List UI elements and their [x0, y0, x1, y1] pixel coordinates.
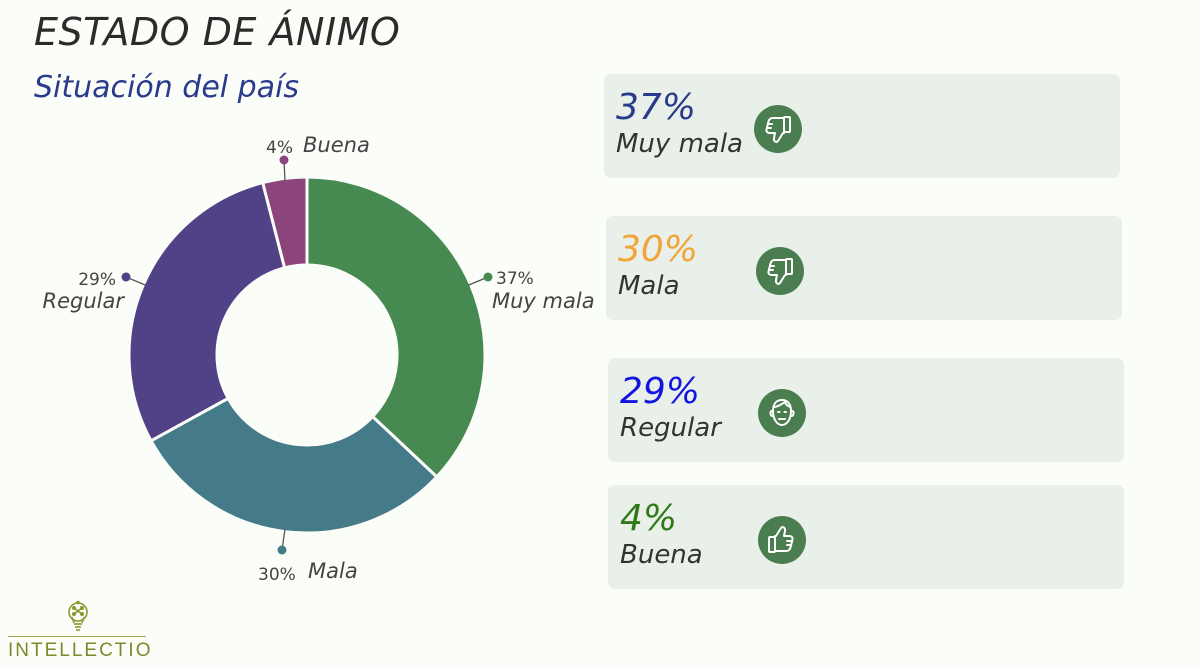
- stat-card-percent: 30%: [618, 229, 699, 270]
- leader-marker-regular: [121, 272, 131, 282]
- data-label-buena: 4%: [266, 138, 293, 158]
- data-label-regular: 29%: [78, 270, 116, 290]
- data-label-muy-mala: 37%: [496, 269, 534, 289]
- leader-marker-muy-mala: [483, 272, 493, 282]
- donut-slice-regular: [127, 180, 287, 443]
- stat-card-percent: 29%: [620, 371, 701, 412]
- neutral-face-icon: [758, 389, 806, 437]
- stat-card-label: Regular: [620, 413, 721, 443]
- thumbs-down-icon: [756, 247, 804, 295]
- stat-card-percent: 37%: [616, 87, 697, 128]
- stat-card-regular: 29% Regular: [608, 358, 1124, 462]
- intellectio-logo: INTELLECTIO: [8, 598, 153, 668]
- chart-subtitle: Situación del país: [34, 70, 300, 105]
- logo-divider: [8, 636, 146, 637]
- logo-text: INTELLECTIO: [8, 640, 153, 661]
- stat-card-label: Buena: [620, 540, 703, 570]
- lightbulb-network-icon: [68, 600, 88, 631]
- category-label-regular: Regular: [43, 289, 126, 313]
- stat-card-mala: 30% Mala: [606, 216, 1122, 320]
- stat-card-label: Muy mala: [616, 129, 743, 159]
- stat-card-muy-mala: 37% Muy mala: [604, 74, 1120, 178]
- leader-marker-buena: [279, 155, 289, 165]
- donut-slice-buena: [260, 175, 309, 270]
- donut-chart: 37%Muy mala 30% Mala 29%Regular 4% Buena: [43, 133, 595, 585]
- thumbs-down-icon: [754, 105, 802, 153]
- stat-card-label: Mala: [618, 271, 680, 301]
- stat-card-percent: 4%: [620, 498, 678, 539]
- donut-slice-muy-mala: [305, 175, 487, 479]
- donut-slice-mala: [148, 396, 439, 535]
- leader-marker-mala: [277, 545, 287, 555]
- data-label-mala: 30%: [258, 565, 296, 585]
- stat-card-buena: 4% Buena: [608, 485, 1124, 589]
- category-label-buena: Buena: [303, 133, 370, 157]
- thumbs-up-icon: [758, 516, 806, 564]
- category-label-mala: Mala: [308, 559, 358, 583]
- page-title: ESTADO DE ÁNIMO: [34, 10, 401, 54]
- category-label-muy-mala: Muy mala: [492, 289, 595, 313]
